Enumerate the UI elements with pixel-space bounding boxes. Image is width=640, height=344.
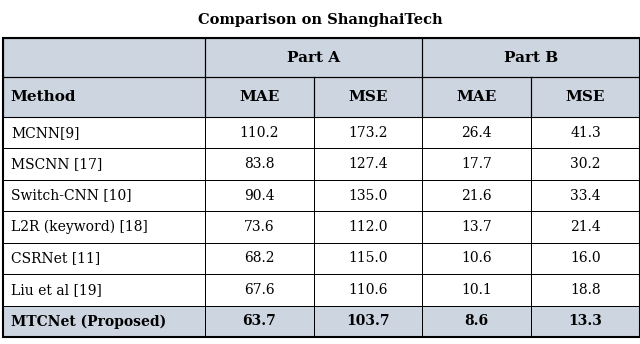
Text: 115.0: 115.0 [348, 251, 388, 266]
Text: 110.6: 110.6 [348, 283, 388, 297]
Bar [3, 211, 205, 243]
Text: 67.6: 67.6 [244, 283, 275, 297]
Bar [422, 148, 531, 180]
Text: 68.2: 68.2 [244, 251, 275, 266]
Text: 13.7: 13.7 [461, 220, 492, 234]
Text: Part A: Part A [287, 51, 340, 65]
Text: CSRNet [11]: CSRNet [11] [11, 251, 100, 266]
Bar [314, 148, 422, 180]
Text: 127.4: 127.4 [348, 157, 388, 171]
Text: 33.4: 33.4 [570, 189, 601, 203]
Bar [314, 211, 422, 243]
Text: 110.2: 110.2 [239, 126, 279, 140]
Bar [3, 306, 205, 337]
Bar [205, 117, 314, 148]
Bar [531, 180, 640, 211]
Bar [531, 306, 640, 337]
Bar [205, 211, 314, 243]
Bar [314, 180, 422, 211]
Text: 21.4: 21.4 [570, 220, 601, 234]
Bar [3, 117, 205, 148]
Text: MSCNN [17]: MSCNN [17] [11, 157, 102, 171]
Bar [422, 180, 531, 211]
Bar [531, 211, 640, 243]
Text: L2R (keyword) [18]: L2R (keyword) [18] [11, 220, 148, 234]
Text: 8.6: 8.6 [465, 314, 489, 329]
Bar [314, 243, 422, 274]
Text: MSE: MSE [566, 90, 605, 104]
Bar [205, 274, 314, 306]
Text: 173.2: 173.2 [348, 126, 388, 140]
Text: 18.8: 18.8 [570, 283, 601, 297]
Bar [205, 148, 314, 180]
Text: 16.0: 16.0 [570, 251, 601, 266]
Bar [205, 38, 422, 77]
Text: 83.8: 83.8 [244, 157, 275, 171]
Text: 103.7: 103.7 [346, 314, 390, 329]
Text: Part B: Part B [504, 51, 558, 65]
Bar [422, 243, 531, 274]
Text: MSE: MSE [348, 90, 388, 104]
Text: 30.2: 30.2 [570, 157, 601, 171]
Bar [422, 117, 531, 148]
Bar [422, 38, 640, 77]
Text: 21.6: 21.6 [461, 189, 492, 203]
Bar [3, 274, 205, 306]
Bar [531, 117, 640, 148]
Text: 17.7: 17.7 [461, 157, 492, 171]
Bar [205, 77, 314, 117]
Bar [531, 243, 640, 274]
Bar [205, 306, 314, 337]
Bar [3, 180, 205, 211]
Text: 10.6: 10.6 [461, 251, 492, 266]
Bar [3, 38, 640, 337]
Text: Comparison on ShanghaiTech: Comparison on ShanghaiTech [198, 13, 442, 27]
Text: 73.6: 73.6 [244, 220, 275, 234]
Bar [531, 77, 640, 117]
Bar [422, 306, 531, 337]
Text: 13.3: 13.3 [569, 314, 602, 329]
Text: 135.0: 135.0 [348, 189, 388, 203]
Text: MTCNet (Proposed): MTCNet (Proposed) [11, 314, 166, 329]
Text: 41.3: 41.3 [570, 126, 601, 140]
Bar [314, 274, 422, 306]
Text: MCNN[9]: MCNN[9] [11, 126, 79, 140]
Bar [3, 38, 205, 77]
Bar [314, 117, 422, 148]
Text: 90.4: 90.4 [244, 189, 275, 203]
Bar [314, 77, 422, 117]
Bar [3, 243, 205, 274]
Bar [205, 243, 314, 274]
Bar [205, 180, 314, 211]
Text: Liu et al [19]: Liu et al [19] [11, 283, 102, 297]
Bar [314, 306, 422, 337]
Text: 112.0: 112.0 [348, 220, 388, 234]
Text: MAE: MAE [456, 90, 497, 104]
Bar [422, 211, 531, 243]
Bar [3, 77, 205, 117]
Text: 63.7: 63.7 [243, 314, 276, 329]
Bar [531, 274, 640, 306]
Text: Switch-CNN [10]: Switch-CNN [10] [11, 189, 131, 203]
Text: Method: Method [11, 90, 76, 104]
Bar [422, 77, 531, 117]
Text: 10.1: 10.1 [461, 283, 492, 297]
Bar [531, 148, 640, 180]
Bar [3, 148, 205, 180]
Text: 26.4: 26.4 [461, 126, 492, 140]
Text: MAE: MAE [239, 90, 280, 104]
Bar [422, 274, 531, 306]
